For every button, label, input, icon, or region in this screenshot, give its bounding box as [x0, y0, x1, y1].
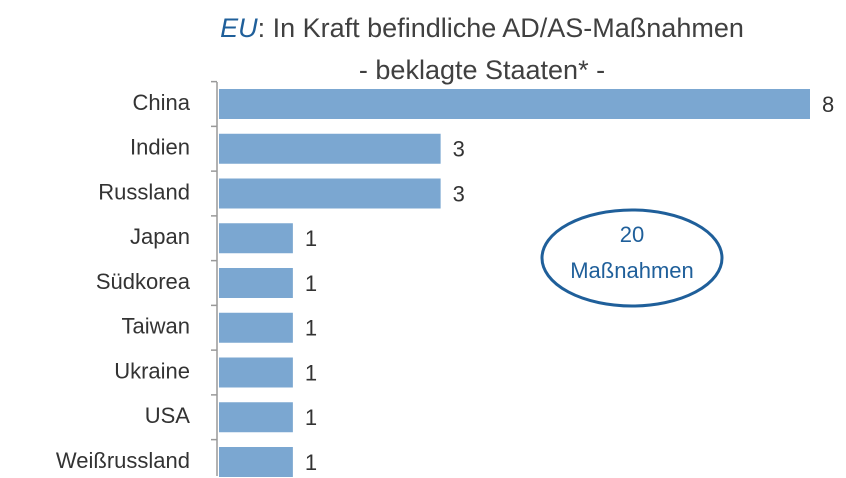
y-tick-label: Weißrussland: [56, 448, 190, 473]
bar: [219, 357, 293, 388]
bar: [219, 89, 810, 119]
y-tick-label: USA: [145, 403, 191, 428]
annotation-ellipse: [540, 208, 724, 308]
value-label: 8: [822, 92, 834, 117]
value-label: 3: [453, 137, 465, 162]
bar: [219, 312, 293, 343]
bar: [219, 178, 441, 209]
bar: [219, 402, 293, 433]
bar: [219, 223, 293, 254]
y-tick-label: Indien: [130, 135, 190, 160]
value-label: 1: [305, 360, 317, 385]
bar: [219, 133, 441, 164]
chart-subtitle: - beklagte Staaten* -: [359, 55, 605, 85]
value-label: 1: [305, 405, 317, 430]
title-emphasis: EU: [220, 13, 258, 43]
y-tick-label: China: [133, 90, 191, 115]
chart-title: EU: In Kraft befindliche AD/AS-Maßnahmen: [220, 13, 744, 43]
y-tick-label: Taiwan: [122, 314, 190, 339]
value-label: 1: [305, 226, 317, 251]
bar: [219, 447, 293, 477]
y-tick-label: Russland: [98, 179, 190, 204]
annotation-number: 20: [620, 222, 644, 247]
bar: [219, 268, 293, 298]
y-tick-label: Japan: [130, 224, 190, 249]
y-tick-label: Südkorea: [96, 269, 191, 294]
annotation-text: Maßnahmen: [570, 258, 694, 283]
value-label: 1: [305, 316, 317, 341]
value-label: 1: [305, 450, 317, 475]
title-text: : In Kraft befindliche AD/AS-Maßnahmen: [258, 13, 744, 43]
value-label: 3: [453, 181, 465, 206]
y-tick-label: Ukraine: [114, 358, 190, 383]
value-label: 1: [305, 271, 317, 296]
